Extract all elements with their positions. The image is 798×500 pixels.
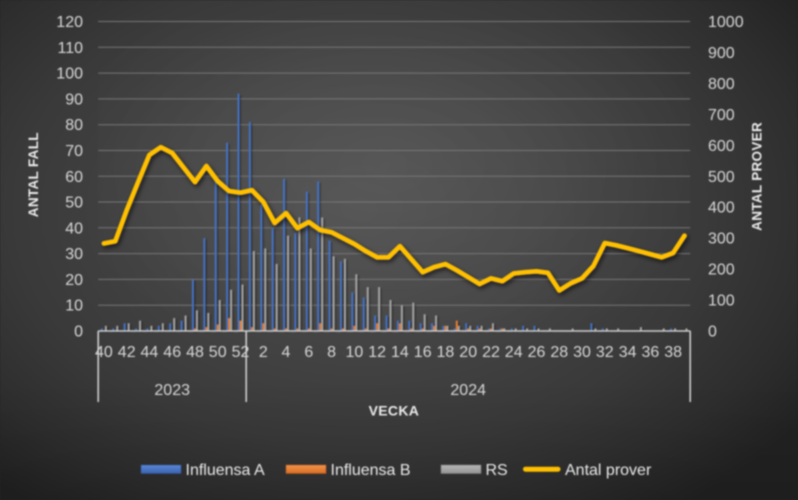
svg-text:10: 10 [65, 298, 83, 315]
svg-text:4: 4 [282, 344, 291, 361]
svg-text:Antal prover: Antal prover [565, 462, 652, 479]
svg-text:18: 18 [437, 344, 455, 361]
svg-text:800: 800 [708, 76, 735, 93]
svg-text:46: 46 [163, 344, 181, 361]
svg-text:20: 20 [459, 344, 477, 361]
svg-text:500: 500 [708, 169, 735, 186]
svg-text:200: 200 [708, 262, 735, 279]
svg-text:8: 8 [327, 344, 336, 361]
svg-text:900: 900 [708, 45, 735, 62]
svg-text:20: 20 [65, 272, 83, 289]
svg-text:Influensa A: Influensa A [186, 462, 266, 479]
svg-text:70: 70 [65, 143, 83, 160]
svg-text:40: 40 [95, 344, 113, 361]
svg-text:0: 0 [708, 324, 717, 341]
svg-text:0: 0 [74, 324, 83, 341]
svg-text:50: 50 [209, 344, 227, 361]
svg-text:30: 30 [65, 246, 83, 263]
svg-text:600: 600 [708, 138, 735, 155]
svg-text:Influensa B: Influensa B [331, 462, 411, 479]
svg-text:80: 80 [65, 117, 83, 134]
svg-text:700: 700 [708, 107, 735, 124]
svg-text:120: 120 [56, 14, 83, 31]
svg-text:16: 16 [414, 344, 432, 361]
svg-text:1000: 1000 [708, 14, 744, 31]
svg-text:100: 100 [708, 293, 735, 310]
svg-text:26: 26 [528, 344, 546, 361]
svg-text:ANTAL PROVER: ANTAL PROVER [750, 122, 765, 231]
svg-text:110: 110 [57, 40, 83, 57]
svg-text:34: 34 [619, 344, 637, 361]
svg-text:44: 44 [141, 344, 159, 361]
svg-text:48: 48 [186, 344, 204, 361]
svg-text:38: 38 [664, 344, 682, 361]
svg-text:60: 60 [65, 169, 83, 186]
svg-text:30: 30 [573, 344, 591, 361]
svg-text:ANTAL FALL: ANTAL FALL [26, 132, 41, 217]
svg-text:100: 100 [56, 66, 83, 83]
svg-text:52: 52 [232, 344, 250, 361]
svg-text:10: 10 [346, 344, 364, 361]
svg-text:42: 42 [118, 344, 136, 361]
svg-text:24: 24 [505, 344, 523, 361]
svg-text:50: 50 [65, 195, 83, 212]
svg-text:32: 32 [596, 344, 614, 361]
svg-text:2023: 2023 [154, 382, 190, 399]
svg-text:28: 28 [550, 344, 568, 361]
svg-text:RS: RS [486, 462, 508, 479]
svg-text:12: 12 [368, 344, 386, 361]
svg-text:90: 90 [65, 91, 83, 108]
svg-text:22: 22 [482, 344, 500, 361]
svg-text:2024: 2024 [450, 382, 486, 399]
svg-text:2: 2 [259, 344, 268, 361]
svg-text:6: 6 [304, 344, 313, 361]
svg-text:40: 40 [65, 220, 83, 237]
svg-text:400: 400 [708, 200, 735, 217]
svg-text:36: 36 [642, 344, 660, 361]
svg-text:VECKA: VECKA [369, 403, 420, 419]
svg-text:300: 300 [708, 231, 735, 248]
svg-text:14: 14 [391, 344, 409, 361]
